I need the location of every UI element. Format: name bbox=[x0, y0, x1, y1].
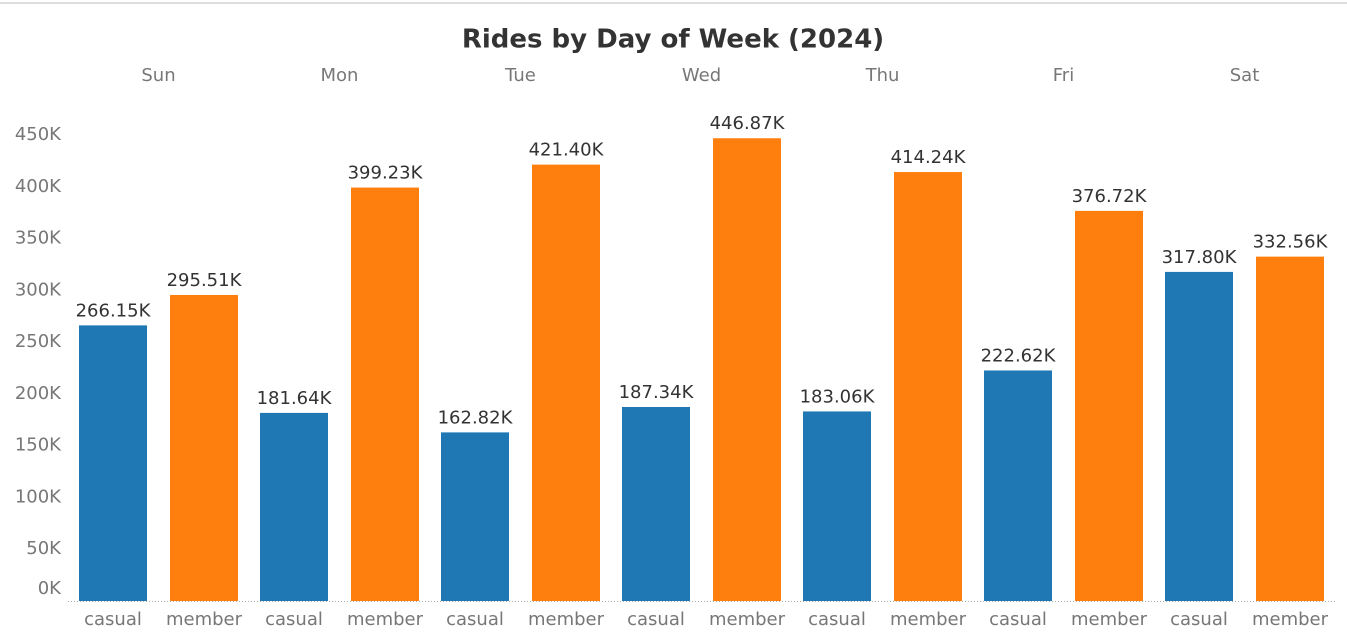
day-header: Sat bbox=[1230, 65, 1260, 86]
bar bbox=[713, 138, 781, 602]
value-label: 446.87K bbox=[710, 113, 786, 134]
chart-title: Rides by Day of Week (2024) bbox=[462, 25, 884, 55]
series-label: casual bbox=[627, 609, 685, 630]
value-label: 266.15K bbox=[76, 300, 152, 321]
bar bbox=[260, 412, 328, 601]
bar bbox=[894, 172, 962, 601]
bar bbox=[1075, 210, 1143, 602]
day-header: Wed bbox=[682, 65, 721, 86]
day-header: Fri bbox=[1053, 65, 1074, 86]
value-label: 332.56K bbox=[1253, 232, 1329, 253]
value-label: 399.23K bbox=[348, 163, 424, 184]
series-label: member bbox=[347, 609, 424, 630]
series-label: casual bbox=[1170, 609, 1228, 630]
bar bbox=[532, 164, 600, 601]
series-label: casual bbox=[84, 609, 142, 630]
day-header: Tue bbox=[504, 65, 536, 86]
series-label: casual bbox=[446, 609, 504, 630]
bar bbox=[803, 411, 871, 601]
y-tick-label: 0K bbox=[38, 578, 62, 599]
y-tick-label: 350K bbox=[15, 228, 62, 249]
value-label: 162.82K bbox=[438, 407, 514, 428]
y-tick-label: 200K bbox=[15, 383, 62, 404]
day-header: Thu bbox=[865, 65, 900, 86]
day-header: Mon bbox=[321, 65, 359, 86]
bar bbox=[1165, 271, 1233, 601]
series-label: member bbox=[166, 609, 243, 630]
y-tick-label: 450K bbox=[15, 124, 62, 145]
bar bbox=[79, 325, 147, 601]
value-label: 421.40K bbox=[529, 140, 605, 161]
bar bbox=[622, 406, 690, 601]
series-label: member bbox=[1071, 609, 1148, 630]
value-label: 376.72K bbox=[1072, 186, 1148, 207]
series-label: member bbox=[890, 609, 967, 630]
y-tick-label: 300K bbox=[15, 279, 62, 300]
y-tick-label: 250K bbox=[15, 331, 62, 352]
bar bbox=[984, 370, 1052, 601]
value-label: 222.62K bbox=[981, 345, 1057, 366]
y-tick-label: 100K bbox=[15, 486, 62, 507]
series-label: casual bbox=[808, 609, 866, 630]
y-tick-label: 400K bbox=[15, 176, 62, 197]
bar bbox=[1256, 256, 1324, 601]
series-label: member bbox=[709, 609, 786, 630]
value-label: 317.80K bbox=[1162, 247, 1238, 268]
value-label: 187.34K bbox=[619, 382, 695, 403]
series-label: member bbox=[528, 609, 605, 630]
series-label: member bbox=[1252, 609, 1329, 630]
y-tick-label: 150K bbox=[15, 435, 62, 456]
value-label: 181.64K bbox=[257, 388, 333, 409]
bar bbox=[170, 294, 238, 601]
series-label: casual bbox=[989, 609, 1047, 630]
value-label: 295.51K bbox=[167, 270, 243, 291]
value-label: 183.06K bbox=[800, 386, 876, 407]
bar bbox=[441, 432, 509, 601]
bar bbox=[351, 187, 419, 602]
y-tick-label: 50K bbox=[26, 538, 62, 559]
series-label: casual bbox=[265, 609, 323, 630]
day-header: Sun bbox=[141, 65, 175, 86]
value-label: 414.24K bbox=[891, 147, 967, 168]
